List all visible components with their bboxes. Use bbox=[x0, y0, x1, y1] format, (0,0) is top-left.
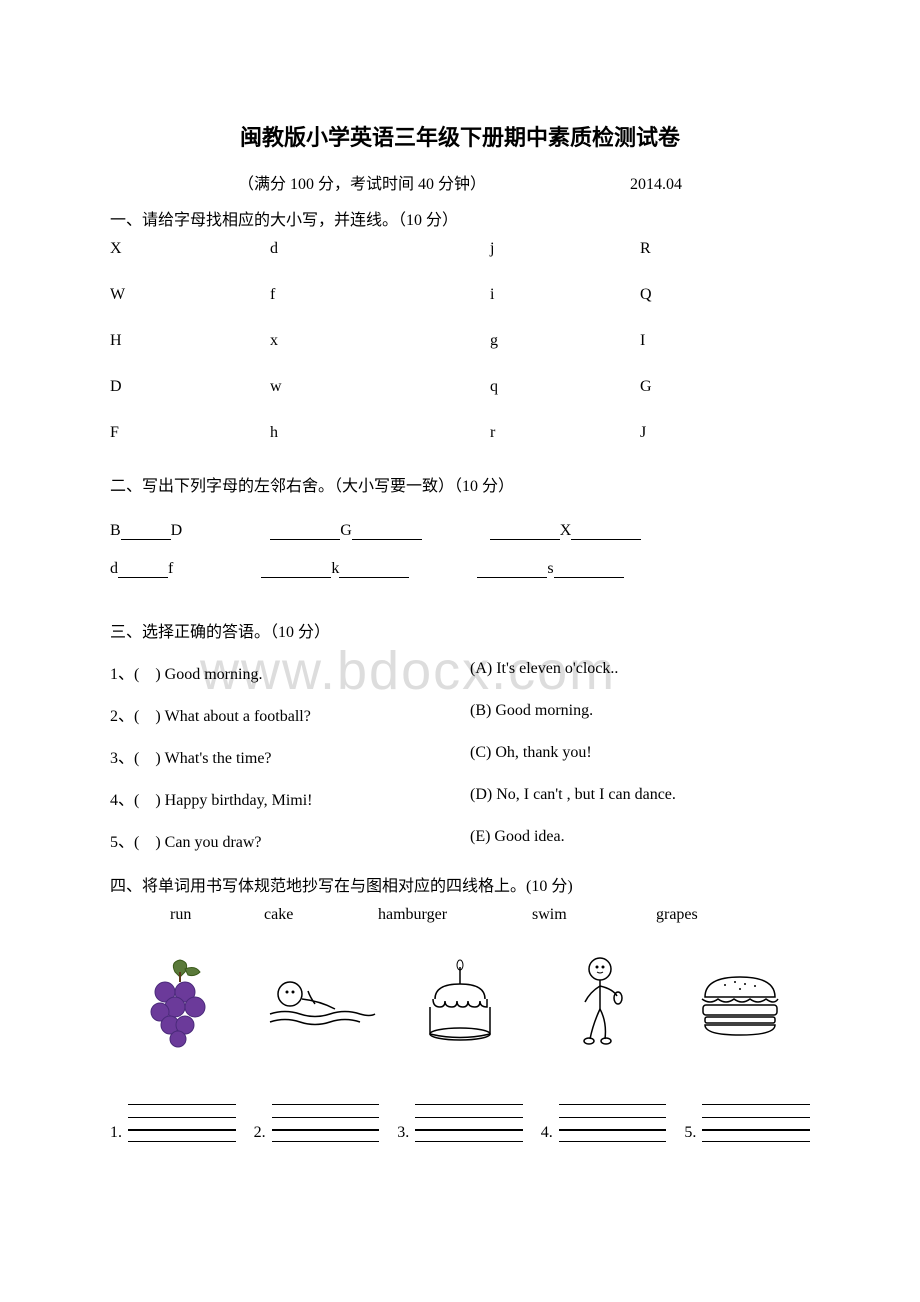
word: grapes bbox=[656, 906, 698, 924]
word: hamburger bbox=[378, 906, 528, 924]
line-number: 3. bbox=[397, 1124, 409, 1142]
section3-heading: 三、选择正确的答语。（10 分） bbox=[110, 618, 810, 642]
answer-option: (D) No, I can't , but I can dance. bbox=[470, 786, 810, 810]
blank[interactable] bbox=[490, 520, 560, 540]
blank[interactable] bbox=[571, 520, 641, 540]
letter-cell: F bbox=[110, 424, 270, 442]
blank[interactable] bbox=[261, 558, 331, 578]
q-text: ) What about a football? bbox=[155, 708, 311, 725]
letter-cell: W bbox=[110, 286, 270, 304]
cake-icon bbox=[400, 954, 520, 1054]
date: 2014.04 bbox=[630, 176, 682, 194]
letter-cell: R bbox=[640, 240, 720, 258]
section1-heading: 一、请给字母找相应的大小写，并连线。（10 分） bbox=[110, 206, 810, 230]
run-icon bbox=[540, 954, 660, 1054]
blank[interactable] bbox=[352, 520, 422, 540]
hamburger-icon bbox=[680, 954, 800, 1054]
q-num: 5、( bbox=[110, 834, 139, 851]
four-line-grid[interactable] bbox=[128, 1104, 236, 1142]
answer-option: (E) Good idea. bbox=[470, 828, 810, 852]
swim-icon bbox=[260, 954, 380, 1054]
q-text: ) Can you draw? bbox=[155, 834, 261, 851]
four-line-grid[interactable] bbox=[415, 1104, 523, 1142]
letter-cell: h bbox=[270, 424, 490, 442]
letter-cell: J bbox=[640, 424, 720, 442]
four-line-grid[interactable] bbox=[702, 1104, 810, 1142]
letter: f bbox=[168, 560, 173, 577]
blank[interactable] bbox=[270, 520, 340, 540]
letter-row: D w q G bbox=[110, 378, 810, 396]
score-time: （满分 100 分，考试时间 40 分钟） bbox=[238, 176, 486, 193]
section2-heading: 二、写出下列字母的左邻右舍。（大小写要一致）（10 分） bbox=[110, 472, 810, 496]
q-num: 4、( bbox=[110, 792, 139, 809]
letter-row: H x g I bbox=[110, 332, 810, 350]
writing-lines-row: 1. 2. 3. 4. 5. bbox=[110, 1104, 810, 1142]
word: run bbox=[170, 906, 260, 924]
letter-cell: H bbox=[110, 332, 270, 350]
letter-cell: f bbox=[270, 286, 490, 304]
letter-cell: w bbox=[270, 378, 490, 396]
blank[interactable] bbox=[554, 558, 624, 578]
q-num: 3、( bbox=[110, 750, 139, 767]
letter-row: X d j R bbox=[110, 240, 810, 258]
blank[interactable] bbox=[121, 520, 171, 540]
letter: G bbox=[340, 522, 352, 539]
line-number: 2. bbox=[254, 1124, 266, 1142]
page-title: 闽教版小学英语三年级下册期中素质检测试卷 bbox=[110, 120, 810, 152]
answer-option: (B) Good morning. bbox=[470, 702, 810, 726]
letter: D bbox=[171, 522, 183, 539]
letter: d bbox=[110, 560, 118, 577]
letter: k bbox=[331, 560, 339, 577]
qa-row: 2、( ) What about a football? (B) Good mo… bbox=[110, 702, 810, 726]
images-row bbox=[110, 954, 810, 1054]
qa-row: 3、( ) What's the time? (C) Oh, thank you… bbox=[110, 744, 810, 768]
q-num: 1、( bbox=[110, 666, 139, 683]
letter: X bbox=[560, 522, 572, 539]
letter-cell: i bbox=[490, 286, 640, 304]
letter-row: W f i Q bbox=[110, 286, 810, 304]
letter-cell: D bbox=[110, 378, 270, 396]
letter-cell: x bbox=[270, 332, 490, 350]
blank[interactable] bbox=[477, 558, 547, 578]
letter-cell: G bbox=[640, 378, 720, 396]
q-text: ) What's the time? bbox=[155, 750, 271, 767]
line-number: 5. bbox=[684, 1124, 696, 1142]
word-list: run cake hamburger swim grapes bbox=[110, 906, 810, 924]
answer-option: (C) Oh, thank you! bbox=[470, 744, 810, 768]
letter: B bbox=[110, 522, 121, 539]
section4-heading: 四、将单词用书写体规范地抄写在与图相对应的四线格上。(10 分) bbox=[110, 872, 810, 896]
letter-grid: X d j R W f i Q H x g I D w q G F h r J bbox=[110, 240, 810, 442]
fill-row-1: BD G X bbox=[110, 520, 810, 540]
subtitle: （满分 100 分，考试时间 40 分钟） 2014.04 bbox=[110, 170, 810, 194]
letter-cell: g bbox=[490, 332, 640, 350]
four-line-grid[interactable] bbox=[559, 1104, 667, 1142]
letter-cell: I bbox=[640, 332, 720, 350]
letter-cell: j bbox=[490, 240, 640, 258]
letter-cell: Q bbox=[640, 286, 720, 304]
qa-row: 5、( ) Can you draw? (E) Good idea. bbox=[110, 828, 810, 852]
qa-row: 4、( ) Happy birthday, Mimi! (D) No, I ca… bbox=[110, 786, 810, 810]
blank[interactable] bbox=[339, 558, 409, 578]
blank[interactable] bbox=[118, 558, 168, 578]
word: cake bbox=[264, 906, 374, 924]
line-number: 1. bbox=[110, 1124, 122, 1142]
letter-cell: X bbox=[110, 240, 270, 258]
q-text: ) Good morning. bbox=[155, 666, 262, 683]
grapes-icon bbox=[120, 954, 240, 1054]
line-number: 4. bbox=[541, 1124, 553, 1142]
qa-row: 1、( ) Good morning. (A) It's eleven o'cl… bbox=[110, 660, 810, 684]
letter-cell: q bbox=[490, 378, 640, 396]
four-line-grid[interactable] bbox=[272, 1104, 380, 1142]
word: swim bbox=[532, 906, 652, 924]
letter-row: F h r J bbox=[110, 424, 810, 442]
answer-option: (A) It's eleven o'clock.. bbox=[470, 660, 810, 684]
letter-cell: r bbox=[490, 424, 640, 442]
letter-cell: d bbox=[270, 240, 490, 258]
q-num: 2、( bbox=[110, 708, 139, 725]
q-text: ) Happy birthday, Mimi! bbox=[155, 792, 312, 809]
fill-row-2: df k s bbox=[110, 558, 810, 578]
